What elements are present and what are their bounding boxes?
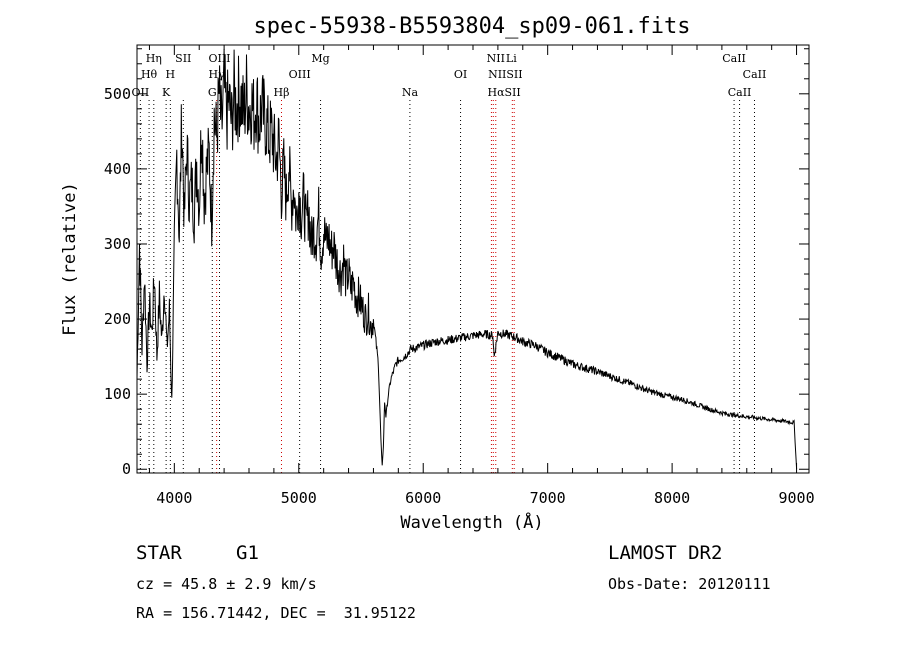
line-label-18: CaII [722, 52, 746, 65]
line-label-16: NIISII [488, 68, 523, 81]
line-label-7: Hγ [209, 68, 226, 81]
line-label-11: Hβ [274, 86, 290, 99]
line-label-14: Li [506, 52, 517, 65]
line-label-15: OI [454, 68, 467, 81]
observation-date: Obs-Date: 20120111 [608, 575, 771, 593]
line-label-5: K [162, 86, 171, 99]
marker-lines-layer [139, 100, 755, 473]
x-tick-label: 5000 [281, 489, 317, 507]
y-tick-label: 0 [122, 460, 131, 478]
y-ticks: 0 100 200 300 400 500 [104, 48, 809, 478]
chart-title: spec-55938-B5593804_sp09-061.fits [253, 14, 690, 39]
object-class: STAR [136, 542, 182, 564]
line-label-17: HαSII [487, 86, 520, 99]
survey-name: LAMOST DR2 [608, 542, 723, 564]
redshift-velocity: cz = 45.8 ± 2.9 km/s [136, 575, 317, 593]
x-tick-label: 8000 [654, 489, 690, 507]
x-axis-label: Wavelength (Å) [400, 511, 543, 533]
line-label-4: H [166, 68, 176, 81]
line-label-1: Hθ [141, 68, 158, 81]
x-tick-label: 7000 [530, 489, 566, 507]
object-subclass: G1 [236, 542, 259, 564]
line-label-12: Na [402, 86, 419, 99]
x-tick-label: 6000 [405, 489, 441, 507]
line-label-9: Mg [311, 52, 329, 65]
y-tick-label: 500 [104, 85, 131, 103]
y-tick-label: 100 [104, 385, 131, 403]
y-axis-label: Flux (relative) [60, 182, 80, 336]
line-label-20: CaII [728, 86, 752, 99]
y-tick-label: 200 [104, 310, 131, 328]
line-label-2: OII [132, 86, 150, 99]
spectrum-line [136, 48, 798, 470]
coordinates: RA = 156.71442, DEC = 31.95122 [136, 604, 416, 622]
y-tick-label: 300 [104, 235, 131, 253]
line-label-3: SII [175, 52, 191, 65]
line-label-6: OIII [208, 52, 230, 65]
line-label-19: CaII [743, 68, 767, 81]
line-label-0: Hη [146, 52, 162, 65]
line-label-13: NII [487, 52, 505, 65]
x-tick-label: 9000 [778, 489, 814, 507]
x-tick-label: 4000 [156, 489, 192, 507]
line-label-8: G [208, 86, 217, 99]
x-ticks: 4000 5000 6000 7000 8000 9000 [148, 45, 815, 507]
y-tick-label: 400 [104, 160, 131, 178]
line-label-10: OIII [289, 68, 311, 81]
